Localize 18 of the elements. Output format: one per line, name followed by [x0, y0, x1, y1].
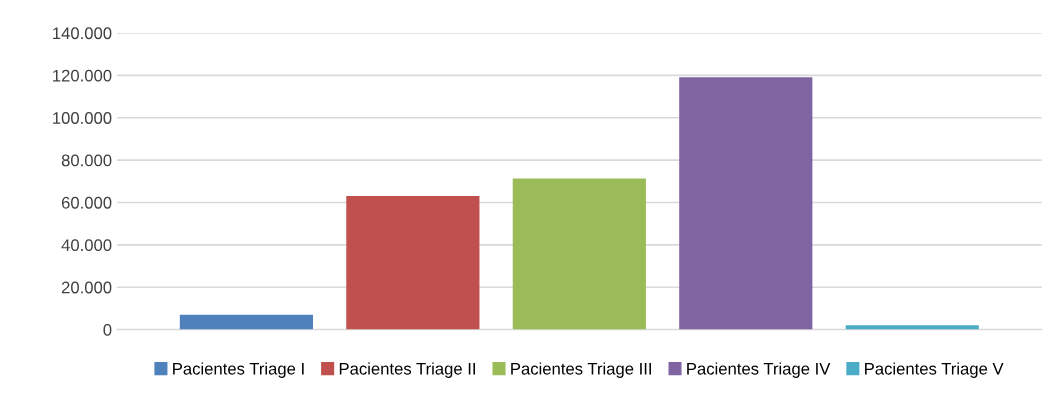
bar	[845, 325, 979, 330]
y-tick-label: 60.000	[61, 196, 112, 209]
legend-label: Pacientes Triage V	[865, 362, 1004, 378]
bar	[346, 196, 480, 330]
bar	[679, 77, 813, 330]
legend-label: Pacientes Triage II	[339, 362, 475, 378]
legend-label: Pacientes Triage III	[511, 362, 651, 378]
y-tick-label: 40.000	[61, 239, 112, 252]
bar	[512, 178, 646, 330]
y-tick-label: 120.000	[53, 69, 112, 82]
legend-label: Pacientes Triage I	[173, 362, 304, 378]
y-tick-label: 80.000	[61, 154, 112, 167]
bar	[179, 314, 313, 330]
y-tick-label: 0	[103, 324, 112, 336]
y-tick-label: 20.000	[61, 281, 112, 294]
y-tick-label: 100.000	[53, 112, 112, 124]
legend-label: Pacientes Triage IV	[687, 362, 831, 378]
y-tick-label: 140.000	[53, 27, 112, 40]
